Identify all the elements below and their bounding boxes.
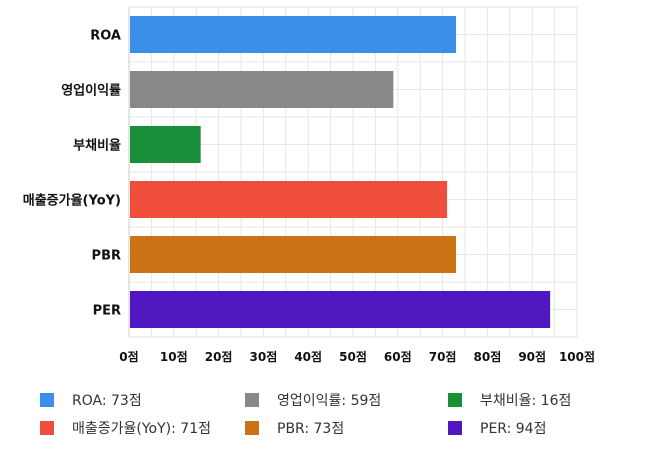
x-tick-label: 40점 xyxy=(294,349,322,364)
legend-item: PER: 94점 xyxy=(448,418,546,438)
legend-item: ROA: 73점 xyxy=(40,390,142,410)
legend-item: 영업이익률: 59점 xyxy=(245,390,381,410)
bars xyxy=(130,16,551,328)
legend-swatch xyxy=(448,393,462,407)
legend-item: 매출증가율(YoY): 71점 xyxy=(40,418,211,438)
x-tick-label: 50점 xyxy=(339,349,367,364)
category-label: 영업이익률 xyxy=(61,83,121,99)
grid xyxy=(128,6,578,338)
legend-item: PBR: 73점 xyxy=(245,418,344,438)
legend-label: 부채비율: 16점 xyxy=(480,393,572,409)
legend-label: PBR: 73점 xyxy=(277,421,345,437)
x-tick-label: 10점 xyxy=(160,349,188,364)
bar xyxy=(130,16,457,53)
legend-label: ROA: 73점 xyxy=(72,393,142,409)
x-tick-label: 20점 xyxy=(205,349,233,364)
category-label: 매출증가율(YoY) xyxy=(23,193,121,209)
x-tick-label: 100점 xyxy=(559,349,595,364)
legend-swatch xyxy=(448,421,462,435)
bar xyxy=(130,291,551,328)
legend-swatch xyxy=(245,421,259,435)
x-tick-label: 90점 xyxy=(518,349,546,364)
legend-swatch xyxy=(40,393,54,407)
x-tick-labels: 0점 10점 20점 30점 40점 50점 60점 70점 80점 90점 100점 xyxy=(119,349,595,364)
x-tick-label: 60점 xyxy=(384,349,412,364)
x-tick-label: 80점 xyxy=(474,349,502,364)
category-label: ROA xyxy=(90,29,121,44)
legend-label: 영업이익률: 59점 xyxy=(277,393,382,409)
bar xyxy=(130,126,201,163)
x-tick-label: 70점 xyxy=(429,349,457,364)
bar xyxy=(130,181,448,218)
x-tick-label: 0점 xyxy=(119,349,138,364)
x-tick-label: 30점 xyxy=(250,349,278,364)
legend-item: 부채비율: 16점 xyxy=(448,390,571,410)
legend-swatch xyxy=(40,421,54,435)
bar xyxy=(130,236,457,273)
legend-swatch xyxy=(245,393,259,407)
legend-label: PER: 94점 xyxy=(480,421,547,437)
legend-label: 매출증가율(YoY): 71점 xyxy=(72,421,211,437)
category-label: PBR xyxy=(92,249,121,264)
bar xyxy=(130,71,394,108)
category-label: 부채비율 xyxy=(73,138,121,154)
category-label: PER xyxy=(93,304,121,319)
